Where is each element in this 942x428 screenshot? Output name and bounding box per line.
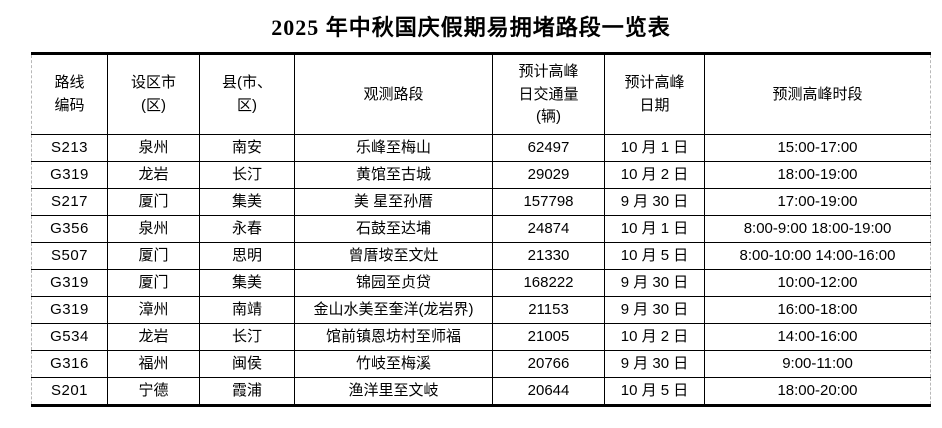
cell-city: 福州	[107, 350, 200, 379]
congestion-table: 路线 编码 设区市 (区) 县(市、 区) 观测路段 预计高峰 日交通量 (辆)…	[31, 52, 931, 408]
table-row: S213 泉州 南安 乐峰至梅山 62497 10 月 1 日 15:00-17…	[31, 134, 931, 163]
cell-volume: 20766	[492, 350, 605, 379]
cell-city: 泉州	[107, 134, 200, 163]
cell-peak-date: 9 月 30 日	[604, 350, 705, 379]
cell-peak-hours: 14:00-16:00	[704, 323, 931, 352]
column-header-volume: 预计高峰 日交通量 (辆)	[492, 52, 605, 136]
cell-county: 永春	[199, 215, 295, 244]
cell-volume: 21005	[492, 323, 605, 352]
cell-city: 泉州	[107, 215, 200, 244]
cell-county: 闽侯	[199, 350, 295, 379]
cell-city: 漳州	[107, 296, 200, 325]
cell-route-code: G319	[31, 296, 108, 325]
cell-route-code: G534	[31, 323, 108, 352]
table-row: S507 厦门 思明 曾厝垵至文灶 21330 10 月 5 日 8:00-10…	[31, 242, 931, 271]
cell-peak-date: 10 月 1 日	[604, 215, 705, 244]
cell-volume: 62497	[492, 134, 605, 163]
page-title: 2025 年中秋国庆假期易拥堵路段一览表	[271, 15, 671, 40]
cell-county: 南靖	[199, 296, 295, 325]
cell-peak-date: 10 月 5 日	[604, 377, 705, 408]
table-row: G319 厦门 集美 锦园至贞贷 168222 9 月 30 日 10:00-1…	[31, 269, 931, 298]
cell-city: 宁德	[107, 377, 200, 408]
cell-city: 厦门	[107, 269, 200, 298]
cell-route-code: S507	[31, 242, 108, 271]
cell-route-code: G356	[31, 215, 108, 244]
table-body: S213 泉州 南安 乐峰至梅山 62497 10 月 1 日 15:00-17…	[31, 134, 931, 408]
cell-peak-date: 9 月 30 日	[604, 188, 705, 217]
cell-peak-date: 10 月 1 日	[604, 134, 705, 163]
cell-city: 厦门	[107, 242, 200, 271]
table-row: G356 泉州 永春 石鼓至达埔 24874 10 月 1 日 8:00-9:0…	[31, 215, 931, 244]
cell-peak-hours: 9:00-11:00	[704, 350, 931, 379]
cell-section: 黄馆至古城	[294, 161, 493, 190]
cell-route-code: S213	[31, 134, 108, 163]
cell-peak-hours: 18:00-19:00	[704, 161, 931, 190]
cell-volume: 157798	[492, 188, 605, 217]
cell-section: 金山水美至奎洋(龙岩界)	[294, 296, 493, 325]
cell-route-code: G319	[31, 269, 108, 298]
cell-route-code: G316	[31, 350, 108, 379]
header-row: 路线 编码 设区市 (区) 县(市、 区) 观测路段 预计高峰 日交通量 (辆)…	[31, 52, 931, 136]
cell-peak-hours: 8:00-10:00 14:00-16:00	[704, 242, 931, 271]
cell-section: 乐峰至梅山	[294, 134, 493, 163]
cell-volume: 168222	[492, 269, 605, 298]
table-row: S217 厦门 集美 美 星至孙厝 157798 9 月 30 日 17:00-…	[31, 188, 931, 217]
cell-county: 思明	[199, 242, 295, 271]
cell-city: 厦门	[107, 188, 200, 217]
table-row: G319 龙岩 长汀 黄馆至古城 29029 10 月 2 日 18:00-19…	[31, 161, 931, 190]
cell-peak-date: 9 月 30 日	[604, 269, 705, 298]
column-header-county: 县(市、 区)	[199, 52, 295, 136]
cell-volume: 21330	[492, 242, 605, 271]
column-header-section: 观测路段	[294, 52, 493, 136]
cell-route-code: S201	[31, 377, 108, 408]
cell-route-code: S217	[31, 188, 108, 217]
cell-county: 集美	[199, 188, 295, 217]
cell-volume: 21153	[492, 296, 605, 325]
cell-county: 集美	[199, 269, 295, 298]
cell-peak-hours: 10:00-12:00	[704, 269, 931, 298]
cell-peak-date: 10 月 2 日	[604, 323, 705, 352]
cell-section: 曾厝垵至文灶	[294, 242, 493, 271]
cell-section: 美 星至孙厝	[294, 188, 493, 217]
cell-section: 石鼓至达埔	[294, 215, 493, 244]
column-header-route-code: 路线 编码	[31, 52, 108, 136]
cell-peak-date: 10 月 5 日	[604, 242, 705, 271]
cell-peak-hours: 18:00-20:00	[704, 377, 931, 408]
cell-city: 龙岩	[107, 323, 200, 352]
cell-route-code: G319	[31, 161, 108, 190]
table-row: G319 漳州 南靖 金山水美至奎洋(龙岩界) 21153 9 月 30 日 1…	[31, 296, 931, 325]
cell-county: 南安	[199, 134, 295, 163]
cell-peak-date: 10 月 2 日	[604, 161, 705, 190]
column-header-city: 设区市 (区)	[107, 52, 200, 136]
cell-county: 长汀	[199, 323, 295, 352]
cell-volume: 24874	[492, 215, 605, 244]
column-header-peak-hours: 预测高峰时段	[704, 52, 931, 136]
cell-peak-hours: 15:00-17:00	[704, 134, 931, 163]
cell-section: 锦园至贞贷	[294, 269, 493, 298]
cell-peak-hours: 17:00-19:00	[704, 188, 931, 217]
cell-county: 霞浦	[199, 377, 295, 408]
column-header-peak-date: 预计高峰 日期	[604, 52, 705, 136]
cell-section: 馆前镇恩坊村至师福	[294, 323, 493, 352]
cell-volume: 20644	[492, 377, 605, 408]
cell-peak-hours: 16:00-18:00	[704, 296, 931, 325]
cell-county: 长汀	[199, 161, 295, 190]
cell-peak-date: 9 月 30 日	[604, 296, 705, 325]
table-row: G534 龙岩 长汀 馆前镇恩坊村至师福 21005 10 月 2 日 14:0…	[31, 323, 931, 352]
cell-section: 渔洋里至文岐	[294, 377, 493, 408]
cell-city: 龙岩	[107, 161, 200, 190]
cell-section: 竹岐至梅溪	[294, 350, 493, 379]
table-row: G316 福州 闽侯 竹岐至梅溪 20766 9 月 30 日 9:00-11:…	[31, 350, 931, 379]
table-header: 路线 编码 设区市 (区) 县(市、 区) 观测路段 预计高峰 日交通量 (辆)…	[31, 52, 931, 136]
cell-volume: 29029	[492, 161, 605, 190]
cell-peak-hours: 8:00-9:00 18:00-19:00	[704, 215, 931, 244]
table-row: S201 宁德 霞浦 渔洋里至文岐 20644 10 月 5 日 18:00-2…	[31, 377, 931, 408]
